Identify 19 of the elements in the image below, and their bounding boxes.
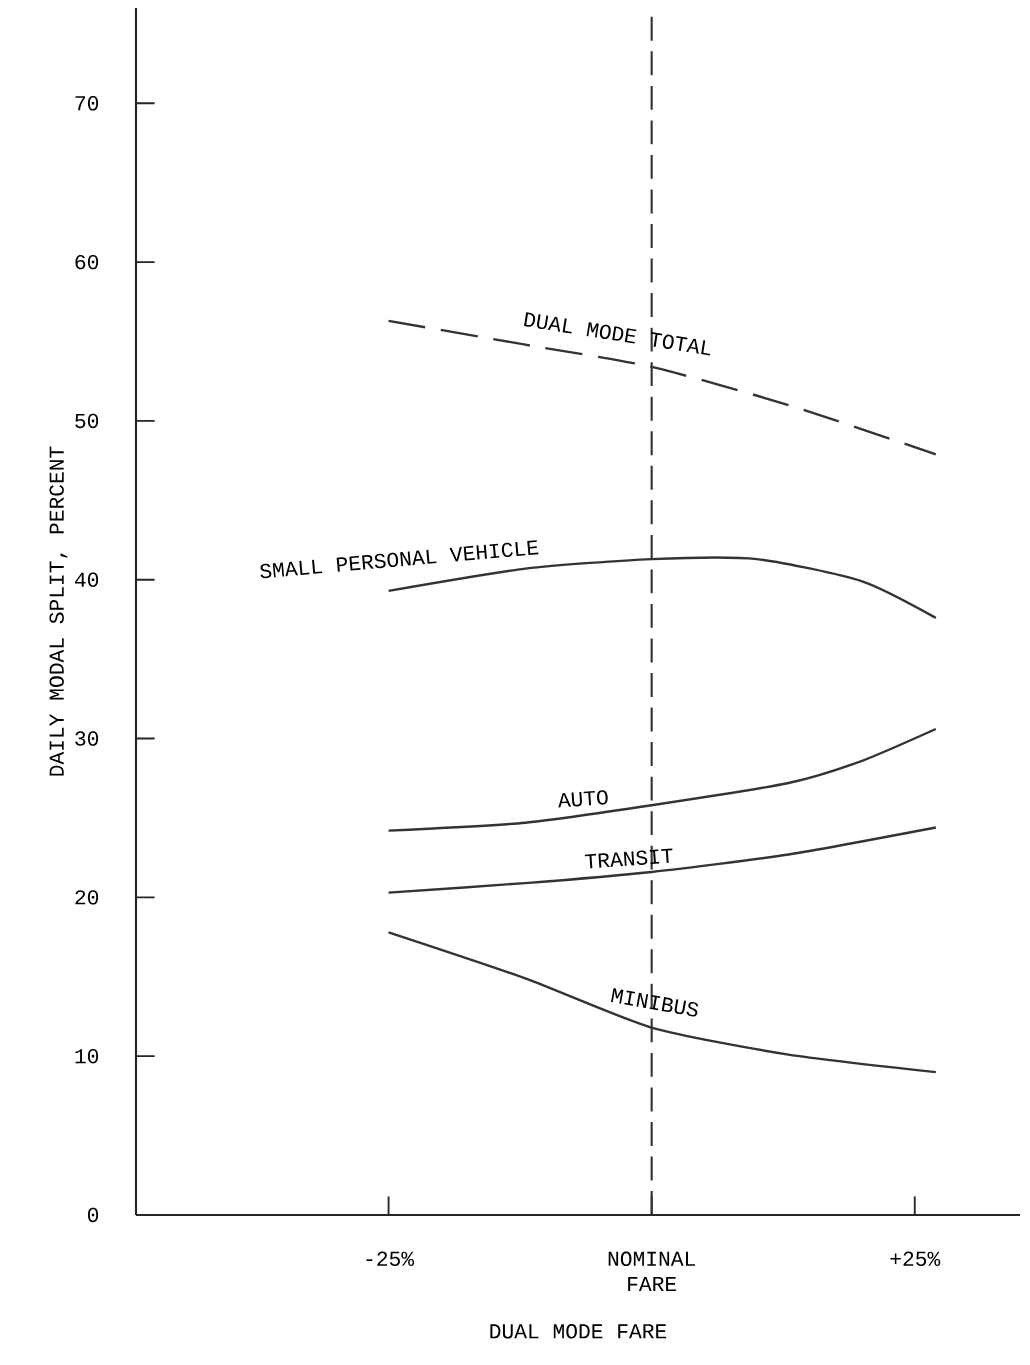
y-tick-label: 10 <box>75 1048 99 1064</box>
x-tick-label: +25% <box>890 1251 941 1266</box>
y-tick-label: 70 <box>75 96 99 111</box>
line-series <box>387 727 938 832</box>
y-tick-label: 60 <box>75 254 99 270</box>
series-label: AUTO <box>558 790 608 808</box>
y-tick-label: 50 <box>75 413 99 429</box>
y-tick-label: 40 <box>74 572 99 587</box>
series-label: SMALL PERSONAL VEHICLE <box>260 540 539 579</box>
text: MINIBUS <box>611 988 699 1017</box>
x-tick-label: -25% <box>366 1251 415 1266</box>
y-axis-title: DAILY MODAL SPLIT, PERCENT <box>49 446 68 776</box>
text: DUAL MODE TOTAL <box>524 312 711 356</box>
x-axis-title: DUAL MODE FARE <box>490 1324 667 1339</box>
x-tick-label: NOMINAL FARE <box>608 1251 695 1292</box>
y-tick-label: 0 <box>87 1207 99 1223</box>
y-tick-label: 20 <box>75 890 99 905</box>
y-tick-label: 30 <box>75 731 99 746</box>
series-label: TRANSIT <box>584 848 673 869</box>
